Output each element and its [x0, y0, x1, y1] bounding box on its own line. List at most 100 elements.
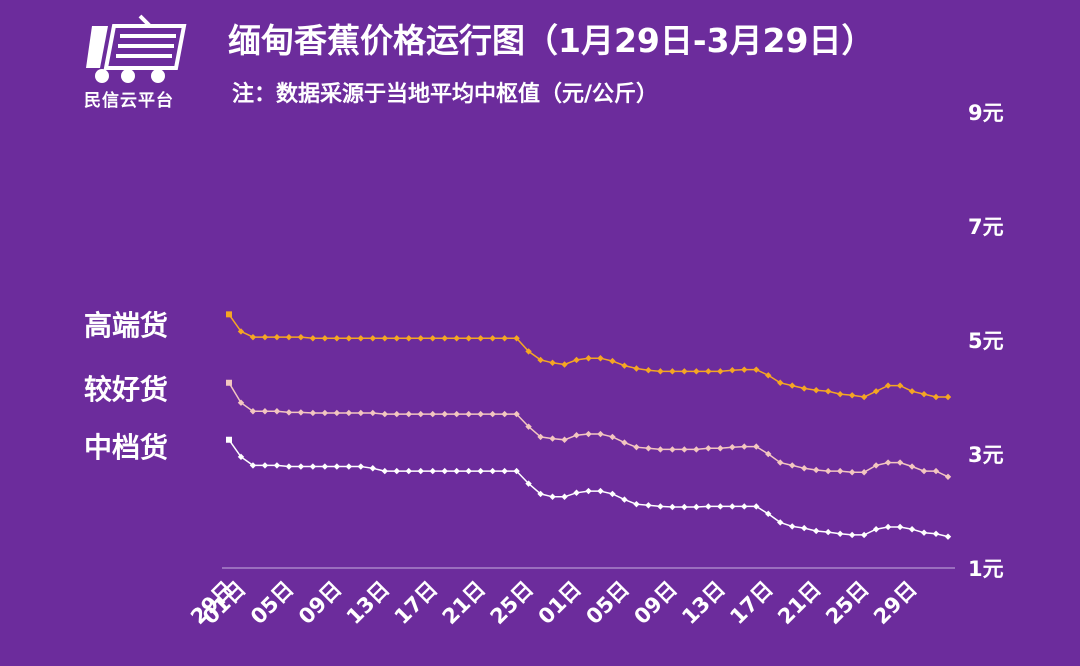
- data-point: [345, 409, 353, 417]
- data-point: [944, 533, 952, 540]
- data-point: [393, 335, 400, 342]
- data-point: [573, 356, 580, 364]
- data-point: [273, 408, 281, 415]
- data-point: [285, 333, 293, 341]
- data-point: [393, 410, 400, 418]
- data-point: [801, 465, 808, 472]
- data-point: [824, 467, 832, 475]
- x-tick-label: 25日: [821, 577, 873, 629]
- x-tick-label: 05日: [246, 577, 298, 629]
- x-tick-label: 05日: [581, 577, 633, 629]
- data-point: [609, 433, 616, 441]
- data-point: [944, 393, 952, 401]
- data-point: [549, 493, 556, 500]
- chart-title: 缅甸香蕉价格运行图（1月29日-3月29日）: [228, 21, 875, 60]
- data-point: [693, 368, 700, 375]
- data-point: [441, 467, 448, 475]
- data-point: [477, 467, 484, 475]
- data-point: [513, 335, 520, 342]
- data-point: [333, 463, 341, 470]
- data-point: [237, 453, 245, 461]
- data-point: [812, 386, 820, 394]
- data-point: [285, 463, 293, 470]
- data-point: [932, 393, 940, 401]
- data-point: [729, 443, 736, 451]
- data-point: [417, 467, 424, 475]
- data-point: [848, 531, 856, 539]
- data-point: [226, 311, 232, 318]
- x-tick-label: 17日: [725, 577, 777, 629]
- y-tick-label: 9元: [968, 101, 1004, 125]
- data-point: [297, 333, 305, 341]
- data-point: [489, 467, 496, 475]
- data-point: [429, 467, 436, 475]
- data-point: [261, 462, 269, 469]
- data-point: [477, 410, 484, 418]
- data-point: [872, 526, 880, 533]
- data-point: [537, 433, 544, 441]
- data-point: [932, 467, 940, 475]
- data-point: [801, 524, 808, 532]
- data-point: [812, 466, 820, 474]
- data-point: [417, 410, 424, 418]
- data-point: [369, 465, 376, 472]
- y-tick-label: 7元: [968, 215, 1004, 239]
- data-point: [705, 368, 712, 375]
- data-point: [465, 410, 472, 418]
- data-point: [777, 519, 784, 526]
- data-point: [513, 410, 520, 418]
- data-point: [836, 467, 844, 475]
- data-point: [693, 503, 700, 511]
- data-point: [753, 443, 760, 450]
- data-point: [393, 467, 400, 475]
- data-point: [872, 462, 880, 469]
- data-point: [501, 335, 508, 342]
- x-tick-label: 21日: [773, 577, 825, 629]
- data-point: [573, 431, 580, 439]
- data-point: [381, 467, 388, 475]
- data-point: [237, 328, 245, 335]
- data-point: [381, 335, 388, 342]
- data-point: [429, 335, 436, 342]
- data-point: [645, 367, 652, 374]
- data-point: [369, 409, 376, 417]
- x-tick-label: 25日: [486, 577, 538, 629]
- data-point: [657, 368, 664, 375]
- legend-label-good: 较好货: [84, 373, 169, 406]
- data-point: [453, 467, 460, 475]
- data-point: [525, 480, 532, 487]
- data-point: [884, 523, 892, 531]
- y-tick-label: 3元: [968, 443, 1004, 467]
- data-point: [860, 531, 868, 539]
- data-point: [896, 459, 904, 466]
- data-point: [908, 463, 916, 470]
- data-point: [489, 335, 496, 342]
- data-point: [597, 430, 604, 438]
- data-point: [789, 523, 796, 530]
- truck-logo-icon: [86, 14, 187, 83]
- data-point: [321, 409, 329, 417]
- data-point: [908, 526, 916, 533]
- x-tick-label: 01日: [534, 577, 586, 629]
- data-point: [357, 335, 365, 342]
- data-point: [669, 503, 676, 511]
- data-point: [261, 333, 269, 341]
- data-point: [860, 393, 868, 401]
- data-point: [465, 467, 472, 475]
- data-point: [705, 445, 712, 452]
- data-point: [789, 382, 796, 389]
- data-point: [285, 409, 293, 416]
- data-point: [405, 410, 412, 418]
- data-point: [765, 450, 772, 458]
- data-point: [645, 502, 652, 509]
- data-point: [729, 503, 736, 510]
- data-point: [309, 409, 317, 417]
- data-point: [489, 410, 496, 418]
- x-tick-label: 17日: [390, 577, 442, 629]
- chart-subtitle: 注：数据采源于当地平均中枢值（元/公斤）: [232, 82, 659, 107]
- data-point: [621, 496, 628, 503]
- data-point: [741, 503, 748, 510]
- data-point: [525, 348, 532, 355]
- data-point: [405, 335, 412, 342]
- data-point: [561, 493, 568, 500]
